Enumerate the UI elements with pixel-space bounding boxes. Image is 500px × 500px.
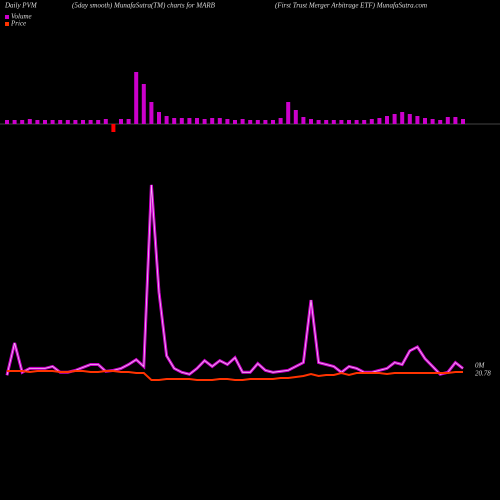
series-line [5,184,464,376]
chart-title: Daily PVM [4,2,38,10]
bar [119,119,123,124]
bar [35,120,40,124]
bar [438,120,443,124]
bar [210,118,215,124]
series-highlight [6,184,464,376]
bar [172,118,177,124]
bar [377,118,382,124]
bar [96,120,101,124]
bar [415,116,420,124]
legend-label: Price [10,20,26,28]
chart-subtitle: (First Trust Merger Arbitrage ETF) Munaf… [275,2,427,10]
bar [392,114,397,124]
bar [278,118,283,124]
bar [309,119,313,124]
bar [354,120,359,124]
bar [157,112,161,124]
bar [111,124,116,132]
bar [347,120,351,124]
bar [362,120,367,124]
bar [369,119,374,124]
annotation: 0M [475,362,486,370]
bar [179,118,184,124]
series-line [7,370,463,381]
bar [43,120,47,124]
bar [202,119,207,124]
bar [126,119,131,124]
bar [149,102,154,124]
bar [5,120,9,124]
bar [73,120,78,124]
bar [58,120,63,124]
bar [225,119,230,124]
chart-subtitle: (5day smooth) MunafaSutra(TM) charts for… [72,2,216,10]
bar [187,118,192,124]
legend-label: Volume [11,13,32,21]
bar [50,120,55,124]
bar [27,119,32,124]
bar [20,120,25,124]
bar [407,114,412,124]
bar [217,118,222,124]
bar [293,110,298,124]
legend-swatch [5,22,9,26]
bar [445,117,450,124]
bar [286,102,291,124]
bar [324,120,329,124]
bar [81,120,85,124]
bar [423,118,427,124]
bar [263,120,268,124]
bar [255,120,260,124]
annotation: 20.78 [475,370,491,378]
bar [316,120,321,124]
bar [88,120,93,124]
bar [248,120,253,124]
bar [12,120,17,124]
bar [385,116,389,124]
bar [461,119,465,124]
bar [195,118,199,124]
bar [233,120,237,124]
bar [141,84,146,124]
bar [240,119,245,124]
bar [103,119,108,124]
bar [453,117,458,124]
bar [65,120,70,124]
bar [400,112,405,124]
bar [430,119,435,124]
bar [331,120,336,124]
legend-swatch [5,15,9,19]
bar [164,116,169,124]
bar [301,117,306,124]
bar [339,120,344,124]
bar [134,72,139,124]
bar [271,120,275,124]
